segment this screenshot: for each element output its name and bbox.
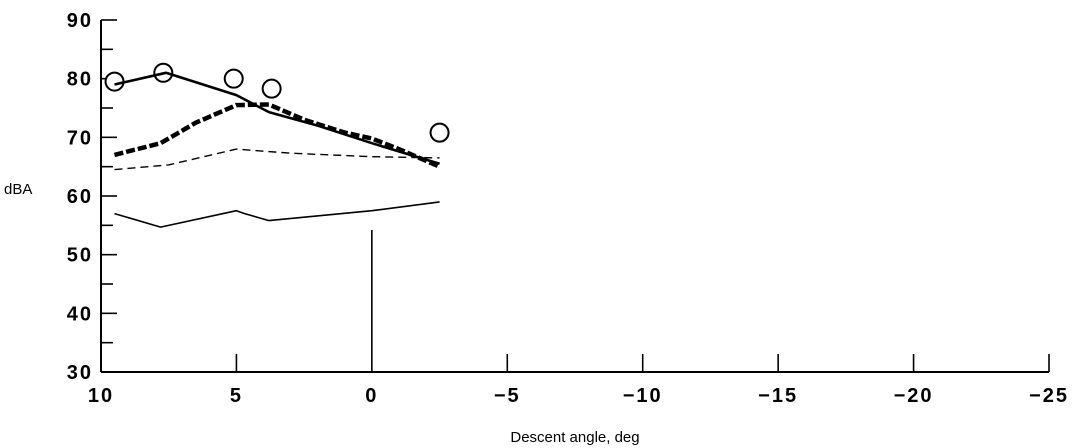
series-line-dashed-thick — [113, 102, 441, 169]
y-axis-title: dBA — [4, 181, 32, 198]
y-tick-label: 70 — [67, 127, 93, 149]
y-tick-label: 90 — [67, 10, 93, 32]
data-point-circle-marker — [429, 122, 450, 143]
x-tick-label: −15 — [758, 385, 798, 407]
x-tick-label: 10 — [88, 385, 114, 407]
y-tick-label: 50 — [67, 245, 93, 267]
x-tick-label: −25 — [1029, 385, 1069, 407]
y-tick-label: 40 — [67, 303, 93, 325]
series-line-solid-thick — [114, 71, 440, 165]
x-tick-label: 5 — [230, 385, 243, 407]
y-tick-label: 60 — [67, 186, 93, 208]
x-axis-title: Descent angle, deg — [510, 429, 639, 446]
series-line-dashed-thin — [114, 148, 440, 171]
data-point-circle-marker — [261, 78, 282, 99]
x-tick-label: −20 — [894, 385, 934, 407]
y-tick-label: 30 — [67, 362, 93, 384]
series-layer — [104, 62, 450, 228]
y-tick-label: 80 — [67, 69, 93, 91]
x-tick-label: −10 — [623, 385, 663, 407]
series-line-solid-thin — [114, 201, 440, 228]
data-point-circle-marker — [223, 68, 244, 89]
x-tick-label: −5 — [494, 385, 521, 407]
x-tick-label: 0 — [365, 385, 378, 407]
data-point-circle-marker — [104, 71, 125, 92]
